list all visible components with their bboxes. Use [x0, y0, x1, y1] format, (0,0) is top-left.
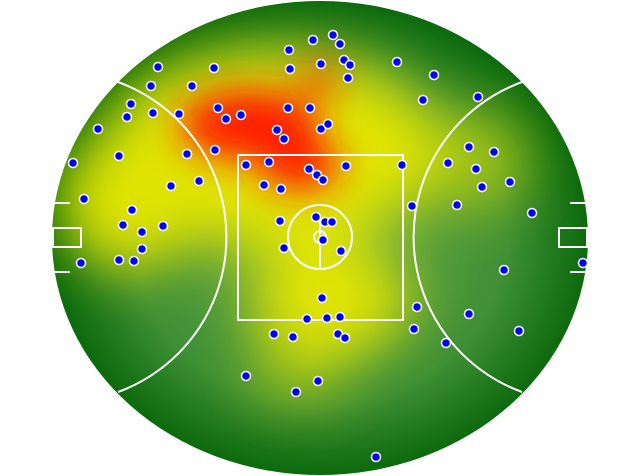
point — [263, 156, 275, 168]
point — [396, 159, 408, 171]
point — [303, 163, 315, 175]
point — [240, 159, 252, 171]
point — [121, 111, 133, 123]
point — [411, 301, 423, 313]
point — [208, 62, 220, 74]
point — [488, 146, 500, 158]
point — [339, 332, 351, 344]
point — [136, 226, 148, 238]
point — [278, 242, 290, 254]
point — [271, 124, 283, 136]
centre-square — [237, 154, 404, 321]
point — [75, 257, 87, 269]
point — [577, 257, 589, 269]
point — [451, 199, 463, 211]
point — [117, 219, 129, 231]
point — [113, 254, 125, 266]
point — [428, 69, 440, 81]
point — [326, 216, 338, 228]
point — [316, 292, 328, 304]
point — [472, 91, 484, 103]
point — [113, 150, 125, 162]
point — [128, 255, 140, 267]
point — [327, 29, 339, 41]
point — [344, 59, 356, 71]
point — [463, 308, 475, 320]
point — [315, 123, 327, 135]
point — [498, 264, 510, 276]
point — [406, 200, 418, 212]
point — [274, 215, 286, 227]
point — [275, 183, 287, 195]
point — [321, 312, 333, 324]
point — [186, 80, 198, 92]
point — [476, 181, 488, 193]
point — [317, 174, 329, 186]
point — [307, 34, 319, 46]
point — [258, 179, 270, 191]
point — [504, 176, 516, 188]
point — [310, 211, 322, 223]
point — [212, 102, 224, 114]
point — [268, 328, 280, 340]
point — [526, 207, 538, 219]
point — [193, 175, 205, 187]
point — [284, 63, 296, 75]
point — [125, 98, 137, 110]
point — [78, 193, 90, 205]
point — [315, 58, 327, 70]
point — [278, 133, 290, 145]
point — [181, 148, 193, 160]
right-goal-square — [558, 227, 588, 248]
point — [408, 323, 420, 335]
point — [342, 72, 354, 84]
point — [440, 337, 452, 349]
point — [334, 311, 346, 323]
left-goal-square — [52, 227, 82, 248]
left-arc — [117, 81, 228, 393]
point — [463, 141, 475, 153]
point — [417, 94, 429, 106]
point — [513, 325, 525, 337]
field-lines — [52, 81, 588, 393]
point — [283, 44, 295, 56]
point — [220, 113, 232, 125]
point — [92, 123, 104, 135]
point — [147, 107, 159, 119]
point — [126, 204, 138, 216]
point — [67, 157, 79, 169]
point — [240, 370, 252, 382]
point — [442, 157, 454, 169]
point — [157, 220, 169, 232]
point — [145, 80, 157, 92]
point — [209, 144, 221, 156]
point — [391, 56, 403, 68]
point — [282, 102, 294, 114]
point — [290, 386, 302, 398]
heat — [60, 50, 530, 400]
point — [165, 180, 177, 192]
point — [317, 234, 329, 246]
point — [173, 108, 185, 120]
point — [304, 102, 316, 114]
point — [152, 61, 164, 73]
point — [301, 313, 313, 325]
point — [340, 160, 352, 172]
point — [287, 331, 299, 343]
right-arc — [412, 81, 523, 393]
point — [136, 243, 148, 255]
point — [322, 118, 334, 130]
point — [312, 375, 324, 387]
point — [235, 109, 247, 121]
point — [334, 38, 346, 50]
point — [370, 451, 382, 463]
point — [335, 245, 347, 257]
point — [470, 163, 482, 175]
